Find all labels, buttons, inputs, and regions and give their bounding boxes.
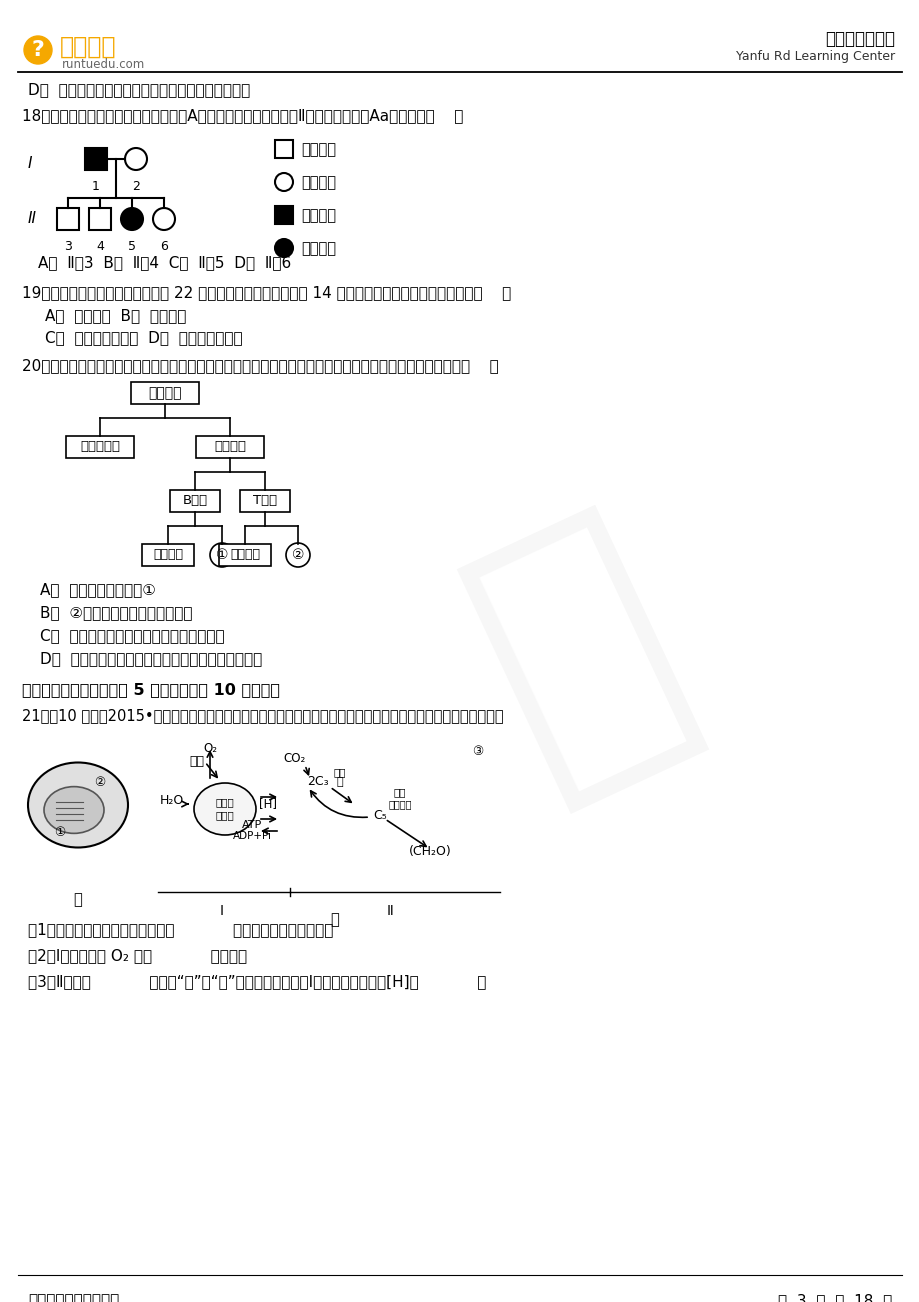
Text: C₅: C₅ [373, 809, 387, 822]
Text: T细胞: T细胞 [253, 495, 277, 508]
Text: (CH₂O): (CH₂O) [408, 845, 451, 858]
Text: II: II [28, 211, 37, 227]
Text: ②: ② [291, 548, 304, 562]
Circle shape [275, 240, 292, 256]
Text: D．  在特异性免疫中发挥作用的主要细胞是淡巴细胞: D． 在特异性免疫中发挥作用的主要细胞是淡巴细胞 [40, 651, 262, 667]
Bar [142, 544, 194, 566]
Text: （1）吸收光能的色素分布在图甲的            （填写序号）的薄膜上．: （1）吸收光能的色素分布在图甲的 （填写序号）的薄膜上． [28, 922, 333, 937]
Bar [219, 544, 271, 566]
Text: 我要去看得更远的地方: 我要去看得更远的地方 [28, 1293, 119, 1302]
Bar [275, 141, 292, 158]
Text: 3: 3 [64, 240, 72, 253]
Text: 甲: 甲 [74, 892, 83, 907]
Text: 2: 2 [132, 180, 140, 193]
Text: ?: ? [31, 40, 44, 60]
Text: 2C₃: 2C₃ [307, 775, 328, 788]
Text: 多种: 多种 [393, 786, 406, 797]
Circle shape [210, 543, 233, 566]
Text: ①: ① [54, 825, 65, 838]
Text: 乙: 乙 [330, 911, 339, 927]
Text: 记忆细胞: 记忆细胞 [230, 548, 260, 561]
Circle shape [125, 148, 147, 171]
Text: Ⅰ: Ⅰ [220, 904, 223, 918]
Text: CO₂: CO₂ [284, 753, 306, 766]
Text: 6: 6 [160, 240, 168, 253]
Circle shape [275, 173, 292, 191]
Text: 男性正常: 男性正常 [301, 142, 335, 158]
Text: 18．如图为一种常染色体上显性基因（A）决定的遗传病系谱图，Ⅱ代中，基因型为Aa的个体是（    ）: 18．如图为一种常染色体上显性基因（A）决定的遗传病系谱图，Ⅱ代中，基因型为Aa… [22, 108, 463, 122]
Text: D．  基因控制性状是通过控制蛋白质的合成来实现的: D． 基因控制性状是通过控制蛋白质的合成来实现的 [28, 82, 250, 98]
Ellipse shape [44, 786, 104, 833]
Bar [57, 208, 79, 230]
Text: 男性患者: 男性患者 [301, 208, 335, 223]
Text: [H]: [H] [259, 798, 277, 811]
Text: ③: ③ [471, 745, 483, 758]
Text: ADP+Pi: ADP+Pi [233, 831, 271, 841]
Bar [275, 206, 292, 224]
Bar [130, 381, 199, 404]
Text: 记忆细胞: 记忆细胞 [153, 548, 183, 561]
Text: 盐阜路学习中心: 盐阜路学习中心 [824, 30, 894, 48]
Text: 4: 4 [96, 240, 104, 253]
Text: 女性正常: 女性正常 [301, 174, 335, 190]
Text: A．  Ⅱ－3  B．  Ⅱ－4  C．  Ⅱ－5  D．  Ⅱ－6: A． Ⅱ－3 B． Ⅱ－4 C． Ⅱ－5 D． Ⅱ－6 [38, 255, 291, 270]
Bar [196, 436, 264, 458]
Text: C．  吞噬细胞只在非特异性免疫中发挥作用: C． 吞噬细胞只在非特异性免疫中发挥作用 [40, 628, 224, 643]
Text: A．  基因突变  B．  基因重组: A． 基因突变 B． 基因重组 [45, 309, 187, 323]
Text: 过膜体: 过膜体 [215, 797, 234, 807]
Text: （3）Ⅱ阶段为            （填写“光”或“暗”）反应阶段，需要Ⅰ阶段提供的物质是[H]和            ．: （3）Ⅱ阶段为 （填写“光”或“暗”）反应阶段，需要Ⅰ阶段提供的物质是[H]和 … [28, 974, 486, 990]
Text: 免疫细胞: 免疫细胞 [148, 385, 182, 400]
Text: ATP: ATP [242, 820, 262, 829]
Text: （2）Ⅰ阶段释放的 O₂ 来自            的光解．: （2）Ⅰ阶段释放的 O₂ 来自 的光解． [28, 948, 247, 963]
Circle shape [24, 36, 52, 64]
Text: 酶: 酶 [336, 777, 343, 786]
Text: 第  3  页  共  18  页: 第 3 页 共 18 页 [777, 1293, 891, 1302]
Text: 淋巴细胞: 淋巴细胞 [214, 440, 245, 453]
Bar [170, 490, 220, 512]
Text: 教: 教 [434, 477, 725, 823]
Text: 5: 5 [128, 240, 136, 253]
Text: O₂: O₂ [203, 742, 217, 755]
Text: ①: ① [216, 548, 228, 562]
Text: 女性患者: 女性患者 [301, 241, 335, 256]
Text: Ⅱ: Ⅱ [386, 904, 393, 918]
Text: ②: ② [95, 776, 106, 789]
Text: runtuedu.com: runtuedu.com [62, 59, 145, 72]
Bar [89, 208, 111, 230]
Text: 酶加偐化: 酶加偐化 [388, 799, 412, 809]
Text: 19．人慢性粒细胞白血病，是由第 22 号染色体的一部分移接到第 14 号染色体上造成的．这种变异属于（    ）: 19．人慢性粒细胞白血病，是由第 22 号染色体的一部分移接到第 14 号染色体… [22, 285, 511, 299]
Text: 光照: 光照 [334, 767, 346, 777]
Circle shape [121, 208, 142, 230]
Bar [240, 490, 289, 512]
Text: H₂O: H₂O [160, 794, 184, 807]
Text: C．  染色体数目变异  D．  染色体结构变异: C． 染色体数目变异 D． 染色体结构变异 [45, 329, 243, 345]
Text: 21．（10 分）（2015•海南学业考试）图中，甲是叶绻体模型图；乙是绻色植物光合作用过程图解，请据图回答：: 21．（10 分）（2015•海南学业考试）图中，甲是叶绻体模型图；乙是绻色植物… [22, 708, 503, 723]
Text: 吞噬细胞等: 吞噬细胞等 [80, 440, 119, 453]
Bar [85, 148, 107, 171]
Text: 二、非选择题（本大题共 5 小题，每小题 10 分．））: 二、非选择题（本大题共 5 小题，每小题 10 分．）） [22, 682, 279, 697]
Text: B细胞: B细胞 [182, 495, 208, 508]
Text: 1: 1 [92, 180, 100, 193]
Text: A．  产生抗体的细胞是①: A． 产生抗体的细胞是① [40, 582, 155, 598]
Text: 20．免疫细胞在免疫调节中具有重要作用，免疫细胞的组成如下．下列关于免疫细胞作用的叙述，错误的是（    ）: 20．免疫细胞在免疫调节中具有重要作用，免疫细胞的组成如下．下列关于免疫细胞作用… [22, 358, 498, 372]
Text: Yanfu Rd Learning Center: Yanfu Rd Learning Center [735, 49, 894, 62]
Text: I: I [28, 156, 32, 171]
Ellipse shape [28, 763, 128, 848]
Text: 内色素: 内色素 [215, 810, 234, 820]
Text: 闰土教育: 闰土教育 [60, 35, 117, 59]
Circle shape [153, 208, 175, 230]
Text: 光能: 光能 [189, 755, 204, 768]
Text: B．  ②在细胞免疫中具有重要作用: B． ②在细胞免疫中具有重要作用 [40, 605, 192, 620]
Bar [66, 436, 134, 458]
Ellipse shape [194, 783, 255, 835]
Circle shape [286, 543, 310, 566]
